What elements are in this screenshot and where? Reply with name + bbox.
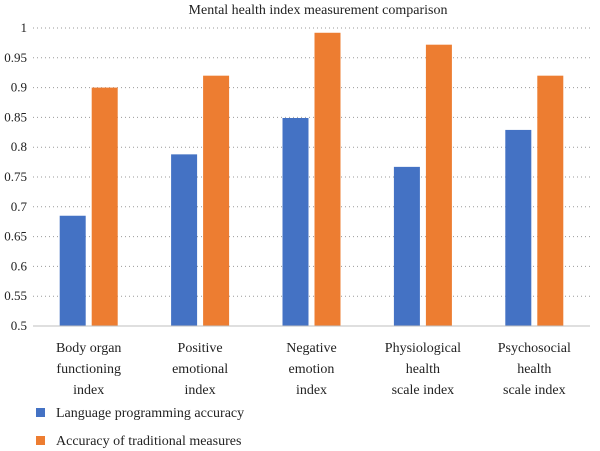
- bars: [59, 32, 564, 327]
- bar-traditional-measures: [537, 75, 564, 327]
- bar-traditional-measures: [314, 32, 341, 326]
- x-category-label-line: health: [406, 362, 440, 377]
- bar-traditional-measures: [203, 75, 230, 327]
- legend: Language programming accuracy Accuracy of…: [36, 406, 244, 449]
- y-tick-label: 0.75: [4, 169, 27, 184]
- x-category-label-line: index: [296, 383, 327, 398]
- x-category-label-line: Body organ: [56, 341, 121, 356]
- x-category-label-line: emotion: [289, 362, 335, 377]
- x-category-label-line: emotional: [172, 362, 228, 377]
- x-axis-labels: Body organ functioning index Positive emotio…: [56, 341, 571, 398]
- y-tick-label: 0.8: [11, 139, 27, 154]
- legend-swatch: [36, 436, 45, 445]
- y-tick-label: 0.65: [4, 229, 27, 244]
- bar-language-programming: [171, 154, 198, 326]
- legend-label: Accuracy of traditional measures: [56, 434, 241, 449]
- chart-title: Mental health index measurement comparis…: [189, 3, 448, 18]
- bar-language-programming: [393, 166, 420, 326]
- bar-language-programming: [282, 117, 309, 326]
- x-category-label-line: functioning: [56, 362, 121, 377]
- x-category-label: Negative emotion index: [286, 341, 337, 398]
- x-category-label-line: scale index: [392, 383, 455, 398]
- y-tick-label: 0.9: [11, 80, 27, 95]
- bar-language-programming: [59, 215, 86, 326]
- y-tick-label: 0.85: [4, 109, 27, 124]
- bar-traditional-measures: [425, 44, 452, 327]
- bar-language-programming: [505, 129, 532, 326]
- y-axis: 0.5 0.55 0.6 0.65 0.7 0.75 0.8 0.85 0.9 0.95 1: [4, 20, 27, 333]
- x-category-label-line: Physiological: [385, 341, 461, 356]
- x-category-label-line: Negative: [286, 341, 337, 356]
- y-tick-label: 0.7: [11, 199, 28, 214]
- y-tick-label: 0.95: [4, 50, 27, 65]
- bar-traditional-measures: [91, 87, 118, 326]
- y-tick-label: 0.55: [4, 288, 27, 303]
- x-category-label-line: Positive: [178, 341, 223, 356]
- gridlines: [33, 27, 590, 297]
- legend-swatch: [36, 408, 45, 417]
- x-category-label-line: index: [185, 383, 216, 398]
- x-category-label-line: scale index: [503, 383, 566, 398]
- x-category-label: Physiological health scale index: [385, 341, 461, 398]
- y-tick-label: 1: [21, 20, 28, 35]
- legend-label: Language programming accuracy: [56, 406, 244, 421]
- x-category-label: Psychosocial health scale index: [498, 341, 571, 398]
- x-category-label: Body organ functioning index: [56, 341, 121, 398]
- y-tick-label: 0.5: [11, 318, 27, 333]
- x-category-label-line: Psychosocial: [498, 341, 571, 356]
- x-category-label-line: index: [73, 383, 104, 398]
- x-category-label-line: health: [517, 362, 551, 377]
- y-tick-label: 0.6: [11, 258, 28, 273]
- x-category-label: Positive emotional index: [172, 341, 228, 398]
